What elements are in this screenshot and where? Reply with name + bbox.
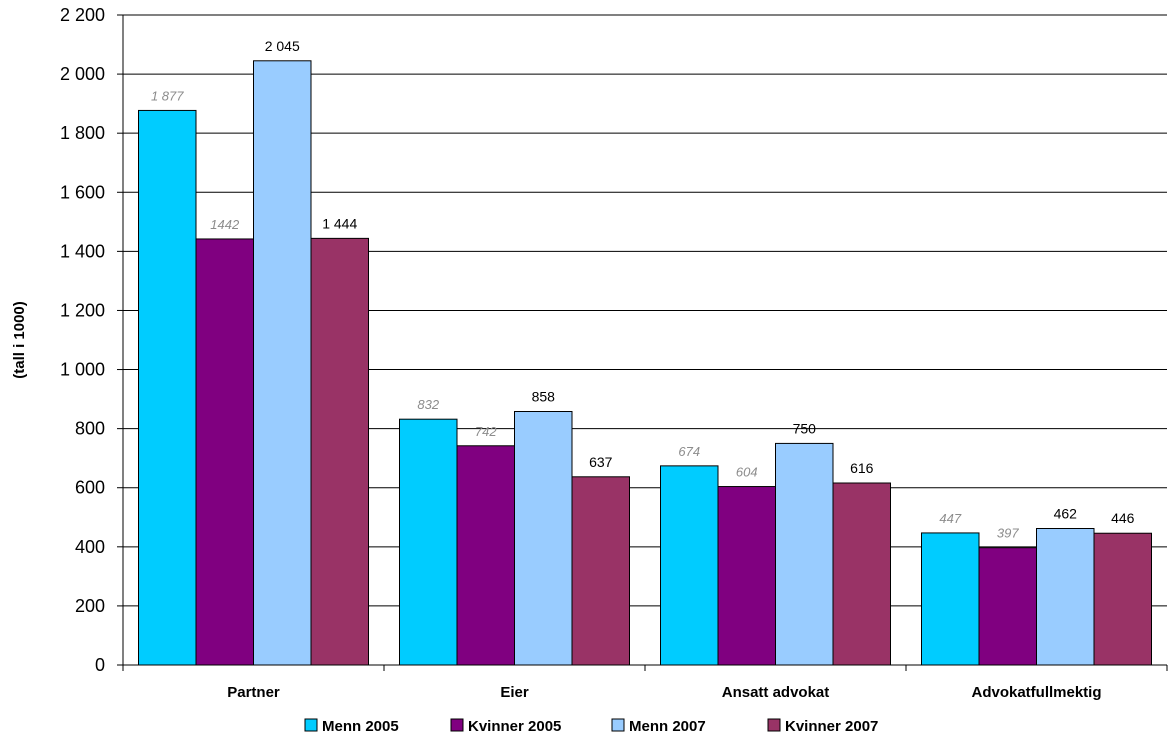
bar bbox=[456, 445, 515, 666]
legend-label: Kvinner 2005 bbox=[468, 718, 561, 735]
bars bbox=[138, 60, 1152, 666]
data-label: 674 bbox=[678, 444, 700, 459]
legend-label: Menn 2007 bbox=[629, 718, 706, 735]
bar bbox=[310, 237, 369, 666]
data-label: 2 045 bbox=[265, 38, 300, 54]
bar bbox=[399, 418, 458, 666]
x-category-label: Eier bbox=[500, 684, 529, 701]
data-label: 858 bbox=[532, 389, 556, 405]
data-label: 447 bbox=[939, 511, 961, 526]
bar bbox=[775, 442, 834, 666]
x-axis-categories: Partner Eier Ansatt advokat Advokatfullmekt… bbox=[227, 684, 1101, 701]
bar bbox=[571, 476, 630, 666]
axes bbox=[122, 15, 1168, 671]
data-label: 750 bbox=[793, 420, 817, 436]
y-tick-label: 0 bbox=[95, 655, 105, 675]
bar bbox=[1093, 532, 1152, 666]
bar bbox=[832, 482, 891, 666]
legend-label: Kvinner 2007 bbox=[785, 718, 878, 735]
data-label: 832 bbox=[417, 397, 439, 412]
legend: Menn 2005 Kvinner 2005 Menn 2007 Kvinner 20… bbox=[304, 718, 878, 735]
y-tick-label: 400 bbox=[75, 537, 105, 557]
x-category-label: Partner bbox=[227, 684, 280, 701]
data-label: 604 bbox=[736, 465, 758, 480]
y-tick-label: 1 000 bbox=[60, 360, 105, 380]
y-tick-label: 200 bbox=[75, 596, 105, 616]
bar bbox=[1036, 528, 1095, 666]
x-category-label: Advokatfullmektig bbox=[971, 684, 1101, 701]
data-label: 1442 bbox=[210, 217, 240, 232]
data-label: 446 bbox=[1111, 510, 1135, 526]
y-tick-label: 800 bbox=[75, 419, 105, 439]
legend-swatch bbox=[767, 718, 781, 732]
bar bbox=[921, 532, 980, 666]
bar bbox=[514, 411, 573, 666]
x-category-label: Ansatt advokat bbox=[722, 684, 830, 701]
legend-swatch bbox=[611, 718, 625, 732]
y-tick-label: 600 bbox=[75, 478, 105, 498]
data-label: 1 444 bbox=[322, 215, 357, 231]
bar bbox=[978, 547, 1037, 666]
y-axis-label: (tall i 1000) bbox=[11, 301, 28, 379]
bar bbox=[195, 238, 254, 666]
legend-label: Menn 2005 bbox=[322, 718, 399, 735]
bar bbox=[253, 60, 312, 666]
bar bbox=[660, 465, 719, 666]
y-tick-label: 1 600 bbox=[60, 182, 105, 202]
legend-swatch bbox=[450, 718, 464, 732]
y-tick-label: 1 800 bbox=[60, 123, 105, 143]
data-label: 462 bbox=[1054, 506, 1078, 522]
y-tick-label: 2 200 bbox=[60, 5, 105, 25]
bar bbox=[138, 109, 197, 666]
data-label: 397 bbox=[997, 526, 1019, 541]
legend-swatch bbox=[304, 718, 318, 732]
bar bbox=[717, 486, 776, 666]
y-tick-label: 2 000 bbox=[60, 64, 105, 84]
y-tick-label: 1 200 bbox=[60, 300, 105, 320]
y-axis-ticks: 0 200 400 600 800 1 000 1 200 1 400 1 600 1 800 2 … bbox=[60, 5, 123, 675]
data-label: 637 bbox=[589, 454, 613, 470]
y-tick-label: 1 400 bbox=[60, 241, 105, 261]
data-labels: 1 877 1442 2 045 1 444 832 742 858 637 674 604 750… bbox=[151, 38, 1135, 541]
data-label: 1 877 bbox=[151, 88, 184, 103]
data-label: 616 bbox=[850, 460, 874, 476]
data-label: 742 bbox=[475, 424, 497, 439]
